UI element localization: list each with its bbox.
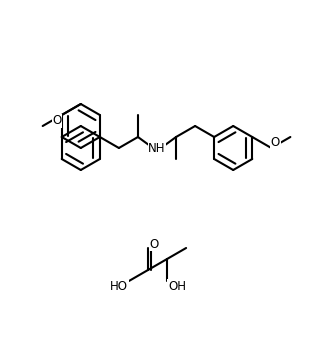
Text: O: O [271,136,280,150]
Text: OH: OH [168,279,186,293]
Text: O: O [149,237,159,251]
Text: O: O [52,114,61,127]
Text: HO: HO [110,279,128,293]
Text: NH: NH [148,142,166,155]
